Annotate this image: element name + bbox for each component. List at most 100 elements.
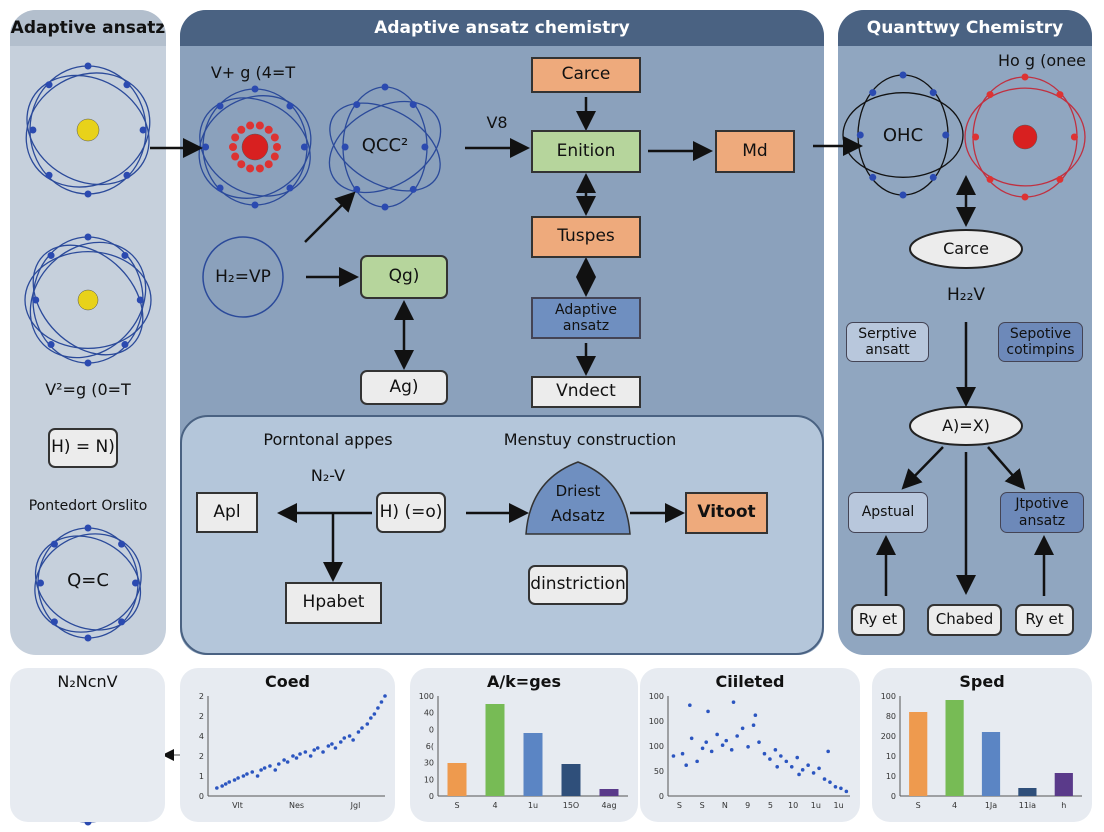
scatter-point [724, 738, 729, 743]
scatter-point [773, 748, 778, 752]
right-panel-title: Quanttwy Chemistry [838, 10, 1092, 46]
scatter-point [680, 751, 685, 756]
scatter-point [250, 770, 255, 774]
x-tick-label: S [677, 801, 682, 810]
molecule-card-title: N₂NcnV [57, 672, 118, 691]
scatter-point [684, 763, 688, 768]
enition-box[interactable]: Enition [531, 130, 641, 173]
adaptive-ansatz-box[interactable]: Adaptive ansatz [531, 297, 641, 339]
x-tick-label: 1Ja [985, 801, 997, 810]
scatter-point [768, 757, 772, 761]
scatter-point [775, 764, 779, 769]
scatter-point [360, 726, 364, 730]
carce-ellipse-label: Carce [943, 239, 989, 258]
scatter-point [700, 746, 705, 751]
atom-dot [270, 152, 279, 161]
scatter-point [731, 700, 736, 704]
scatter-point [215, 786, 219, 790]
tuspes-box[interactable]: Tuspes [531, 216, 641, 258]
ohc-label: OHC [882, 125, 924, 146]
orbital-label: Pontedort Orslito [28, 498, 148, 514]
scatter-point [268, 764, 272, 768]
y-tick-label: 100 [419, 692, 434, 701]
x-tick-label: Vlt [232, 801, 243, 810]
ax-ellipse[interactable] [909, 406, 1023, 446]
equation-box[interactable]: H) = N) [48, 428, 118, 468]
atom-dot [255, 164, 264, 173]
scatter-point [671, 754, 676, 758]
scatter-point [232, 778, 237, 782]
y-tick-label: 100 [649, 692, 664, 701]
scatter-point [321, 750, 325, 754]
x-tick-label: 4ag [601, 801, 616, 810]
jtpotive-box[interactable]: Jtpotive ansatz [1000, 492, 1084, 533]
chabed-box[interactable]: Chabed [927, 604, 1002, 636]
scatter-point [220, 784, 224, 788]
y-tick-label: 2 [199, 712, 204, 721]
y-tick-label: 10 [886, 772, 896, 781]
vitoot-box[interactable]: Vitoot [685, 492, 768, 534]
x-tick-label: Jgl [350, 801, 361, 810]
serptive-box[interactable]: Serptive ansatt [846, 322, 929, 362]
ag-box[interactable]: Ag) [360, 370, 448, 405]
chart-card-2: A/k=ges 100 40 0 6(30 10 0 S 4 1u 15O 4ag [410, 668, 638, 822]
dome-line2: Adsatz [551, 506, 605, 525]
dinstriction-box[interactable]: dinstriction [528, 565, 628, 605]
hpabet-box[interactable]: Hpabet [285, 582, 382, 624]
atom-dot [246, 164, 255, 173]
atom-dot [255, 121, 264, 130]
y-tick-label: 1 [199, 772, 204, 781]
scatter-point [746, 744, 750, 749]
vndect-box[interactable]: Vndect [531, 376, 641, 408]
carce-box[interactable]: Carce [531, 57, 641, 93]
molecule-card: N₂NcnV [10, 668, 165, 822]
arrow [901, 446, 944, 490]
scatter-point [291, 754, 295, 758]
bar [561, 764, 581, 796]
left-formula: V²=g (0=T [45, 380, 131, 399]
x-tick-label: 11ia [1019, 801, 1036, 810]
right-molecule-label: Ho g (onee [997, 51, 1087, 70]
bar [485, 704, 505, 796]
ry-et-box-1[interactable]: Ry et [851, 604, 905, 636]
scatter-point [709, 749, 714, 754]
scatter-point [720, 743, 725, 748]
scatter-point [223, 782, 228, 786]
scatter-point [729, 748, 734, 752]
apstual-box[interactable]: Apstual [848, 492, 928, 533]
sub-left-title: Porntonal appes [263, 430, 393, 449]
scatter-point [844, 789, 849, 794]
scatter-point [797, 772, 801, 777]
x-tick-label: 4 [952, 801, 957, 810]
y-tick-label: 80 [886, 712, 896, 721]
sepotive-box[interactable]: Sepotive cotimpins [998, 322, 1083, 362]
ry-et-box-2[interactable]: Ry et [1015, 604, 1074, 636]
scatter-point [342, 736, 347, 740]
scatter-point [753, 713, 758, 718]
bar [945, 700, 964, 796]
y-tick-label: 0 [199, 792, 204, 801]
x-tick-label: 4 [492, 801, 497, 810]
molecule-atom-icon [25, 62, 151, 198]
scatter-point [826, 749, 830, 754]
atom-dot [270, 133, 279, 142]
red-molecule-icon [964, 73, 1086, 201]
qg-box[interactable]: Qg) [360, 255, 448, 299]
x-tick-label: Nes [289, 801, 304, 810]
scatter-point [379, 700, 384, 704]
h-eq-box[interactable]: H) (=o) [376, 492, 446, 533]
x-tick-label: 5 [768, 801, 773, 810]
scatter-point [806, 763, 810, 768]
apl-box[interactable]: Apl [196, 492, 258, 533]
y-tick-label: 4 [199, 732, 204, 741]
scatter-point [369, 716, 373, 720]
scatter-point [356, 730, 361, 734]
scatter-point [784, 759, 789, 764]
molecule-label: V+ g (4=T [210, 63, 296, 82]
carce-ellipse[interactable] [909, 229, 1023, 269]
md-box[interactable]: Md [715, 130, 795, 173]
atom-dot [231, 152, 240, 161]
y-tick-label: 10 [886, 752, 896, 761]
arrow [304, 191, 356, 243]
